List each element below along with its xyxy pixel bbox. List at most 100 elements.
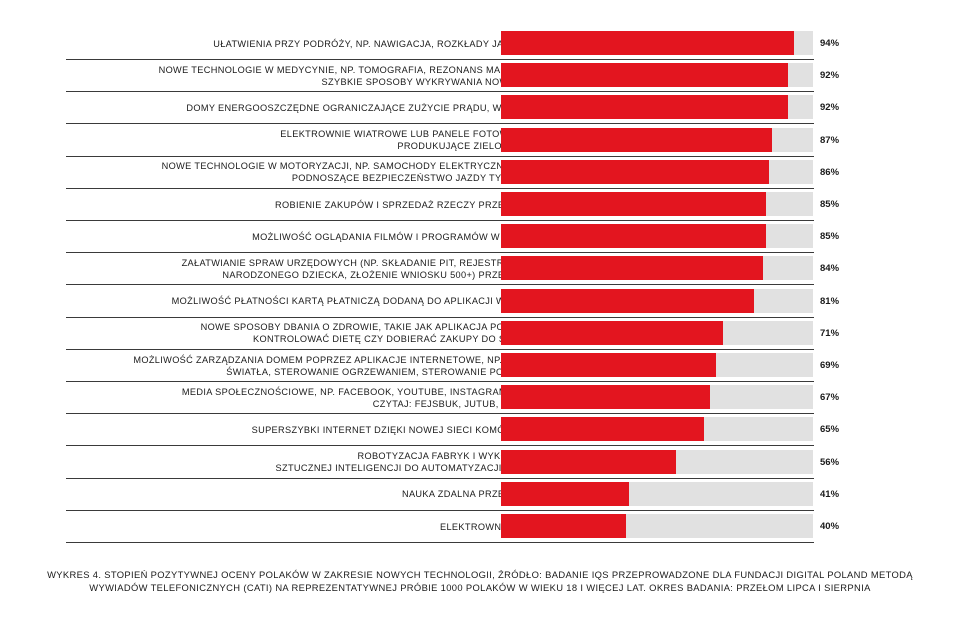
row-divider: [66, 91, 814, 93]
row-divider: [66, 348, 814, 350]
chart-row: ELEKTROWNIE WIATROWE LUB PANELE FOTOWOLT…: [66, 125, 839, 157]
row-divider: [66, 413, 814, 415]
category-label: NOWE SPOSOBY DBANIA O ZDROWIE, TAKIE JAK…: [122, 318, 562, 349]
row-divider: [66, 59, 814, 60]
category-label: MOŻLIWOŚĆ ZARZĄDZANIA DOMEM POPRZEZ APLI…: [122, 350, 562, 381]
bar-track: [501, 63, 813, 88]
bar: [501, 31, 795, 55]
value-label: 71%: [820, 327, 840, 339]
value-label: 81%: [820, 295, 840, 307]
row-divider: [66, 477, 814, 479]
category-label: ELEKTROWNIE WIATROWE LUB PANELE FOTOWOLT…: [122, 125, 562, 156]
chart-row: ZAŁATWIANIE SPRAW URZĘDOWYCH (NP. SKŁADA…: [66, 253, 839, 286]
bar-track: [501, 159, 813, 184]
chart-row: MOŻLIWOŚĆ ZARZĄDZANIA DOMEM POPRZEZ APLI…: [66, 350, 839, 382]
category-label: NAUKA ZDALNA PRZEZ INTERNET: [122, 479, 562, 510]
row-divider: [66, 316, 814, 318]
row-divider: [66, 381, 814, 382]
bar: [501, 288, 754, 313]
value-label: 86%: [820, 166, 840, 178]
category-label: ELEKTROWNIE JĄDROWE: [122, 511, 562, 542]
category-label: MOŻLIWOŚĆ OGLĄDANIA FILMÓW I PROGRAMÓW W…: [122, 221, 562, 252]
chart-row: ELEKTROWNIE JĄDROWE 40%: [66, 511, 839, 543]
bar-track: [501, 31, 813, 55]
category-label: UŁATWIENIA PRZY PODRÓŻY, NP. NAWIGACJA, …: [122, 28, 562, 59]
value-label: 41%: [820, 488, 840, 500]
bar-track: [501, 224, 813, 249]
bar: [501, 353, 717, 377]
bar: [501, 95, 789, 120]
chart-row: NAUKA ZDALNA PRZEZ INTERNET 41%: [66, 479, 839, 511]
chart-caption: WYKRES 4. STOPIEŃ POZYTYWNEJ OCENY POLAK…: [47, 569, 913, 593]
bar-track: [501, 417, 813, 442]
bar: [501, 514, 626, 538]
row-divider: [66, 220, 814, 221]
chart-row: NOWE SPOSOBY DBANIA O ZDROWIE, TAKIE JAK…: [66, 318, 839, 350]
row-divider: [66, 445, 814, 447]
bar-track: [501, 256, 813, 281]
bar-track: [501, 481, 813, 506]
bar-track: [501, 127, 813, 152]
bar: [501, 449, 676, 474]
category-label: NOWE TECHNOLOGIE W MOTORYZACJI, NP. SAMO…: [122, 157, 562, 188]
chart-row: MEDIA SPOŁECZNOŚCIOWE, NP. FACEBOOK, YOU…: [66, 382, 839, 415]
bar-chart: UŁATWIENIA PRZY PODRÓŻY, NP. NAWIGACJA, …: [66, 28, 839, 543]
category-label: ROBIENIE ZAKUPÓW I SPRZEDAŻ RZECZY PRZEZ…: [122, 189, 562, 220]
bar: [501, 224, 767, 249]
bar: [501, 159, 770, 184]
chart-row: ROBOTYZACJA FABRYK I WYKORZYSTANIE SZTUC…: [66, 447, 839, 479]
category-label-text: ZAŁATWIANIE SPRAW URZĘDOWYCH (NP. SKŁADA…: [181, 257, 562, 280]
value-label: 94%: [820, 38, 840, 49]
chart-row: MOŻLIWOŚĆ PŁATNOŚCI KARTĄ PŁATNICZĄ DODA…: [66, 286, 839, 318]
bar-track: [501, 288, 813, 313]
value-label: 85%: [820, 231, 840, 243]
value-label: 87%: [820, 134, 840, 146]
value-label: 56%: [820, 456, 840, 468]
bar-track: [501, 449, 813, 474]
category-label: NOWE TECHNOLOGIE W MEDYCYNIE, NP. TOMOGR…: [122, 60, 562, 91]
chart-row: DOMY ENERGOOSZCZĘDNE OGRANICZAJĄCE ZUŻYC…: [66, 92, 839, 125]
category-label: SUPERSZYBKI INTERNET DZIĘKI NOWEJ SIECI …: [122, 414, 562, 445]
category-label: MOŻLIWOŚĆ PŁATNOŚCI KARTĄ PŁATNICZĄ DODA…: [122, 286, 562, 317]
category-label: ROBOTYZACJA FABRYK I WYKORZYSTANIE SZTUC…: [122, 447, 562, 478]
row-divider: [66, 509, 814, 511]
row-divider: [66, 252, 814, 254]
value-label: 67%: [820, 392, 840, 404]
bar: [501, 256, 764, 281]
chart-row: UŁATWIENIA PRZY PODRÓŻY, NP. NAWIGACJA, …: [66, 28, 839, 60]
value-label: 85%: [820, 199, 840, 210]
bar-track: [501, 514, 813, 538]
bar-track: [501, 95, 813, 120]
chart-row: NOWE TECHNOLOGIE W MEDYCYNIE, NP. TOMOGR…: [66, 60, 839, 93]
value-label: 65%: [820, 424, 840, 436]
bar: [501, 385, 711, 410]
row-divider: [66, 187, 814, 189]
row-divider: [66, 155, 814, 157]
bar: [501, 417, 704, 442]
bar: [501, 127, 773, 152]
value-label: 40%: [820, 521, 840, 532]
value-label: 92%: [820, 102, 840, 114]
chart-row: MOŻLIWOŚĆ OGLĄDANIA FILMÓW I PROGRAMÓW W…: [66, 221, 839, 254]
bar-track: [501, 192, 813, 216]
chart-row: ROBIENIE ZAKUPÓW I SPRZEDAŻ RZECZY PRZEZ…: [66, 189, 839, 221]
bar-track: [501, 320, 813, 345]
bar-track: [501, 353, 813, 377]
row-divider: [66, 123, 814, 125]
category-label: DOMY ENERGOOSZCZĘDNE OGRANICZAJĄCE ZUŻYC…: [122, 92, 562, 123]
bar-track: [501, 385, 813, 410]
category-label: ZAŁATWIANIE SPRAW URZĘDOWYCH (NP. SKŁADA…: [122, 253, 562, 284]
category-label-text: MOŻLIWOŚĆ ZARZĄDZANIA DOMEM POPRZEZ APLI…: [133, 354, 561, 377]
bar: [501, 320, 723, 345]
bar: [501, 481, 629, 506]
value-label: 69%: [820, 360, 840, 371]
chart-row: SUPERSZYBKI INTERNET DZIĘKI NOWEJ SIECI …: [66, 414, 839, 447]
value-label: 92%: [820, 70, 840, 82]
bar: [501, 192, 767, 216]
category-label: MEDIA SPOŁECZNOŚCIOWE, NP. FACEBOOK, YOU…: [122, 382, 562, 413]
chart-row: NOWE TECHNOLOGIE W MOTORYZACJI, NP. SAMO…: [66, 157, 839, 189]
row-divider: [66, 542, 814, 543]
value-label: 84%: [820, 263, 840, 275]
bar: [501, 63, 789, 88]
row-divider: [66, 284, 814, 286]
